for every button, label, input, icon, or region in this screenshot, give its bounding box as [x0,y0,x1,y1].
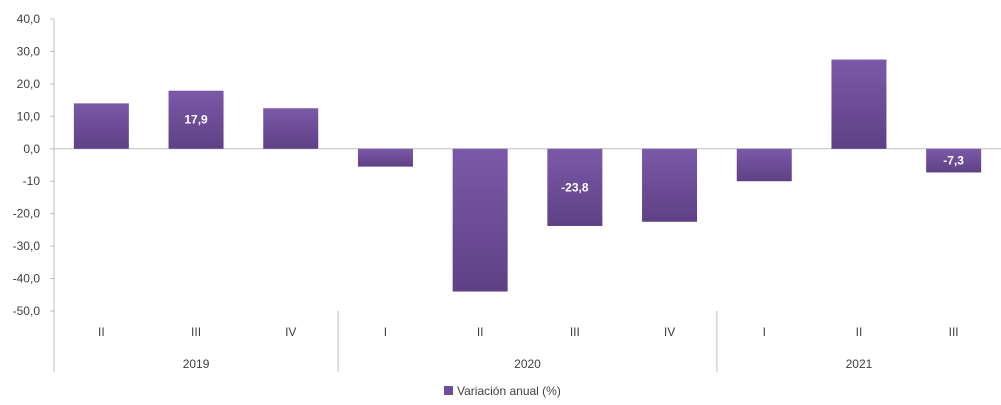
bars-layer [73,59,982,292]
bar [73,103,129,149]
bar [357,148,413,167]
legend-swatch [444,386,453,395]
x-group-label: 2021 [846,357,873,371]
bar [452,148,508,292]
bar [926,148,982,173]
x-category-label: IV [285,325,296,339]
legend: Variación anual (%) [444,384,561,398]
bar [263,108,319,149]
y-tick-label: -50,0 [13,304,41,318]
y-tick-label: -10 [23,174,41,188]
x-category-label: III [949,325,959,339]
y-tick-label: 10,0 [17,109,41,123]
y-tick-label: 30,0 [17,44,41,58]
bar [831,59,887,149]
legend-label: Variación anual (%) [457,384,561,398]
x-category-label: III [191,325,201,339]
bar [547,148,603,226]
y-tick-label: -40,0 [13,272,41,286]
x-category-label: III [570,325,580,339]
data-label: 17,9 [184,113,208,127]
x-category-label: IV [664,325,675,339]
data-label: -23,8 [561,180,589,194]
bar [168,90,224,149]
bar [642,148,698,222]
x-category-label: II [477,325,484,339]
y-tick-label: 20,0 [17,77,41,91]
bar [736,148,792,182]
axes-layer: 40,0 30,0 20,0 10,0 0,0 -10 -20,0 -30,0 -40,0 -50… [13,12,1001,372]
x-group-label: 2019 [183,357,210,371]
y-tick-label: -30,0 [13,239,41,253]
y-tick-label: 40,0 [17,12,41,26]
y-tick-label: 0,0 [23,142,40,156]
x-group-label: 2020 [514,357,541,371]
data-label: -7,3 [943,154,964,168]
x-category-label: I [384,325,387,339]
x-category-label: II [98,325,105,339]
y-tick-label: -20,0 [13,207,41,221]
x-category-label: II [856,325,863,339]
x-category-label: I [763,325,766,339]
